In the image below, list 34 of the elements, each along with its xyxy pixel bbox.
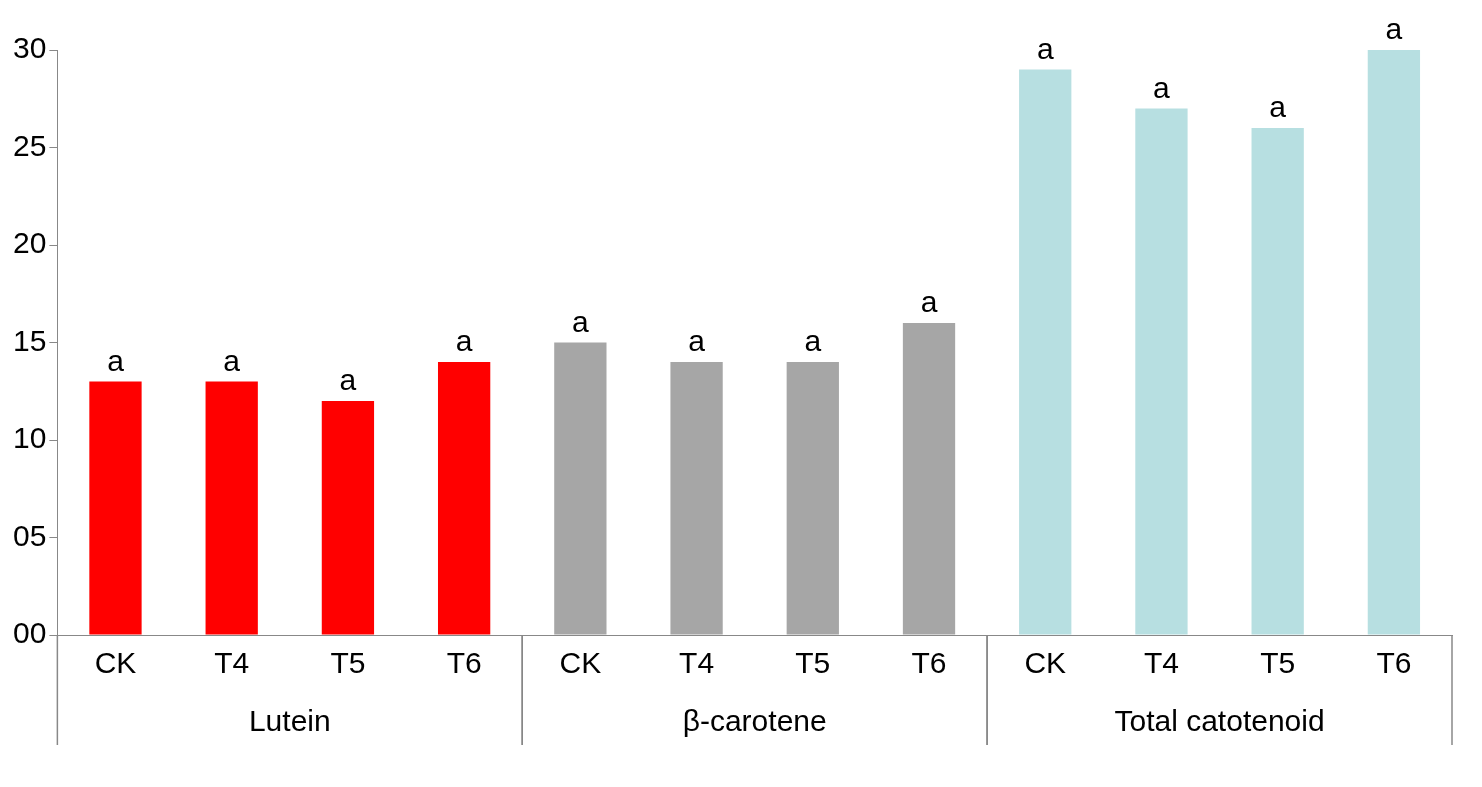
x-tick-label: T6 xyxy=(911,646,947,680)
y-tick-label: 25 xyxy=(12,128,47,162)
y-tick-label: 05 xyxy=(12,518,47,552)
x-tick-label: T6 xyxy=(446,646,482,680)
x-tick-label: T4 xyxy=(679,646,715,680)
y-tick-label: 15 xyxy=(12,323,47,357)
x-tick-label: CK xyxy=(94,646,137,680)
data-label: a xyxy=(339,363,357,397)
data-label: a xyxy=(688,324,706,358)
x-tick-label: T5 xyxy=(795,646,831,680)
x-tick-label: T4 xyxy=(1143,646,1179,680)
text: β-carotene xyxy=(682,704,827,738)
data-label: a xyxy=(804,324,822,358)
x-tick-label: T4 xyxy=(214,646,250,680)
x-tick-label: CK xyxy=(1024,646,1067,680)
y-tick-label: 20 xyxy=(12,226,47,260)
text: Lutein xyxy=(248,704,331,738)
x-tick-label: CK xyxy=(559,646,602,680)
x-tick-label: T6 xyxy=(1376,646,1412,680)
text: Total catotenoid xyxy=(1114,704,1325,738)
data-label: a xyxy=(455,324,473,358)
x-tick-label: T5 xyxy=(330,646,366,680)
y-tick-label: 00 xyxy=(12,616,47,650)
x-tick-label: T5 xyxy=(1260,646,1296,680)
data-label: a xyxy=(1269,90,1287,124)
data-label: a xyxy=(223,343,241,377)
data-label: a xyxy=(1036,31,1054,65)
data-label: a xyxy=(1153,70,1171,104)
data-label: a xyxy=(920,285,938,319)
y-tick-label: 10 xyxy=(12,421,47,455)
data-label: a xyxy=(1385,12,1403,46)
y-tick-label: 30 xyxy=(12,31,47,65)
data-label: a xyxy=(107,343,125,377)
data-label: a xyxy=(572,304,590,338)
